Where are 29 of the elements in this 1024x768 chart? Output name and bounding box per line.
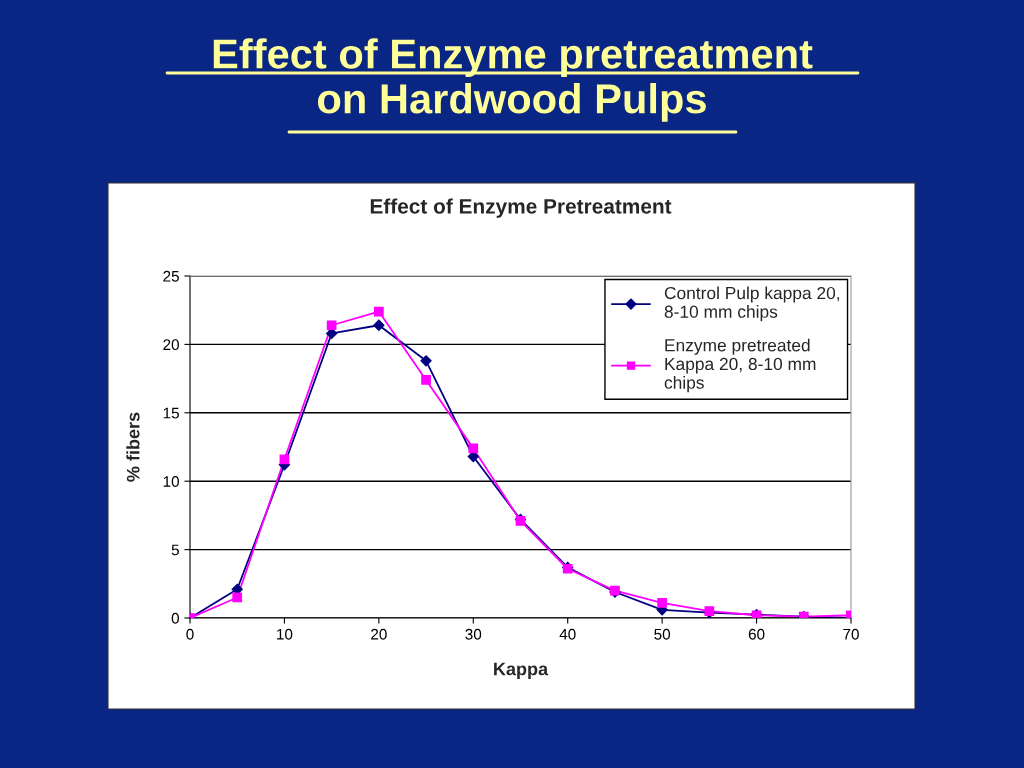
y-tick-label: 5 bbox=[171, 544, 179, 556]
point bbox=[279, 454, 290, 465]
y-axis-title: % fibers bbox=[126, 412, 140, 482]
y-tick-label: 15 bbox=[163, 407, 179, 419]
x-tick-label: 20 bbox=[371, 628, 387, 640]
x-tick-label: 60 bbox=[748, 628, 765, 640]
x-tick-label: 50 bbox=[654, 628, 671, 640]
y-tick-label: 25 bbox=[163, 270, 179, 282]
x-tick-label: 30 bbox=[465, 628, 482, 640]
y-tick-label: 20 bbox=[163, 339, 179, 351]
x-tick-label: 70 bbox=[843, 628, 859, 640]
chart-subtitle: Effect of Enzyme Pretreatment bbox=[370, 198, 672, 218]
chart-title: Effect of Enzyme pretreatment on Hardwood Pulps bbox=[213, 38, 813, 122]
point bbox=[657, 598, 668, 608]
x-axis-title: Kappa bbox=[494, 662, 549, 679]
point bbox=[421, 375, 431, 385]
point bbox=[420, 355, 432, 367]
x-tick-label: 0 bbox=[186, 628, 194, 640]
point bbox=[373, 306, 384, 317]
x-tick-label: 40 bbox=[559, 628, 576, 640]
point bbox=[326, 320, 337, 331]
y-tick-label: 10 bbox=[163, 476, 179, 487]
x-tick-label: 10 bbox=[277, 628, 293, 640]
point bbox=[373, 319, 385, 331]
point bbox=[468, 443, 479, 454]
legend-label: Enzyme pretreated Kappa 20, 8-10 mm chips bbox=[664, 338, 816, 393]
legend-label: Control Pulp kappa 20, 8-10 mm chips bbox=[664, 286, 840, 322]
y-tick-label: 0 bbox=[171, 612, 179, 624]
point bbox=[232, 592, 243, 603]
